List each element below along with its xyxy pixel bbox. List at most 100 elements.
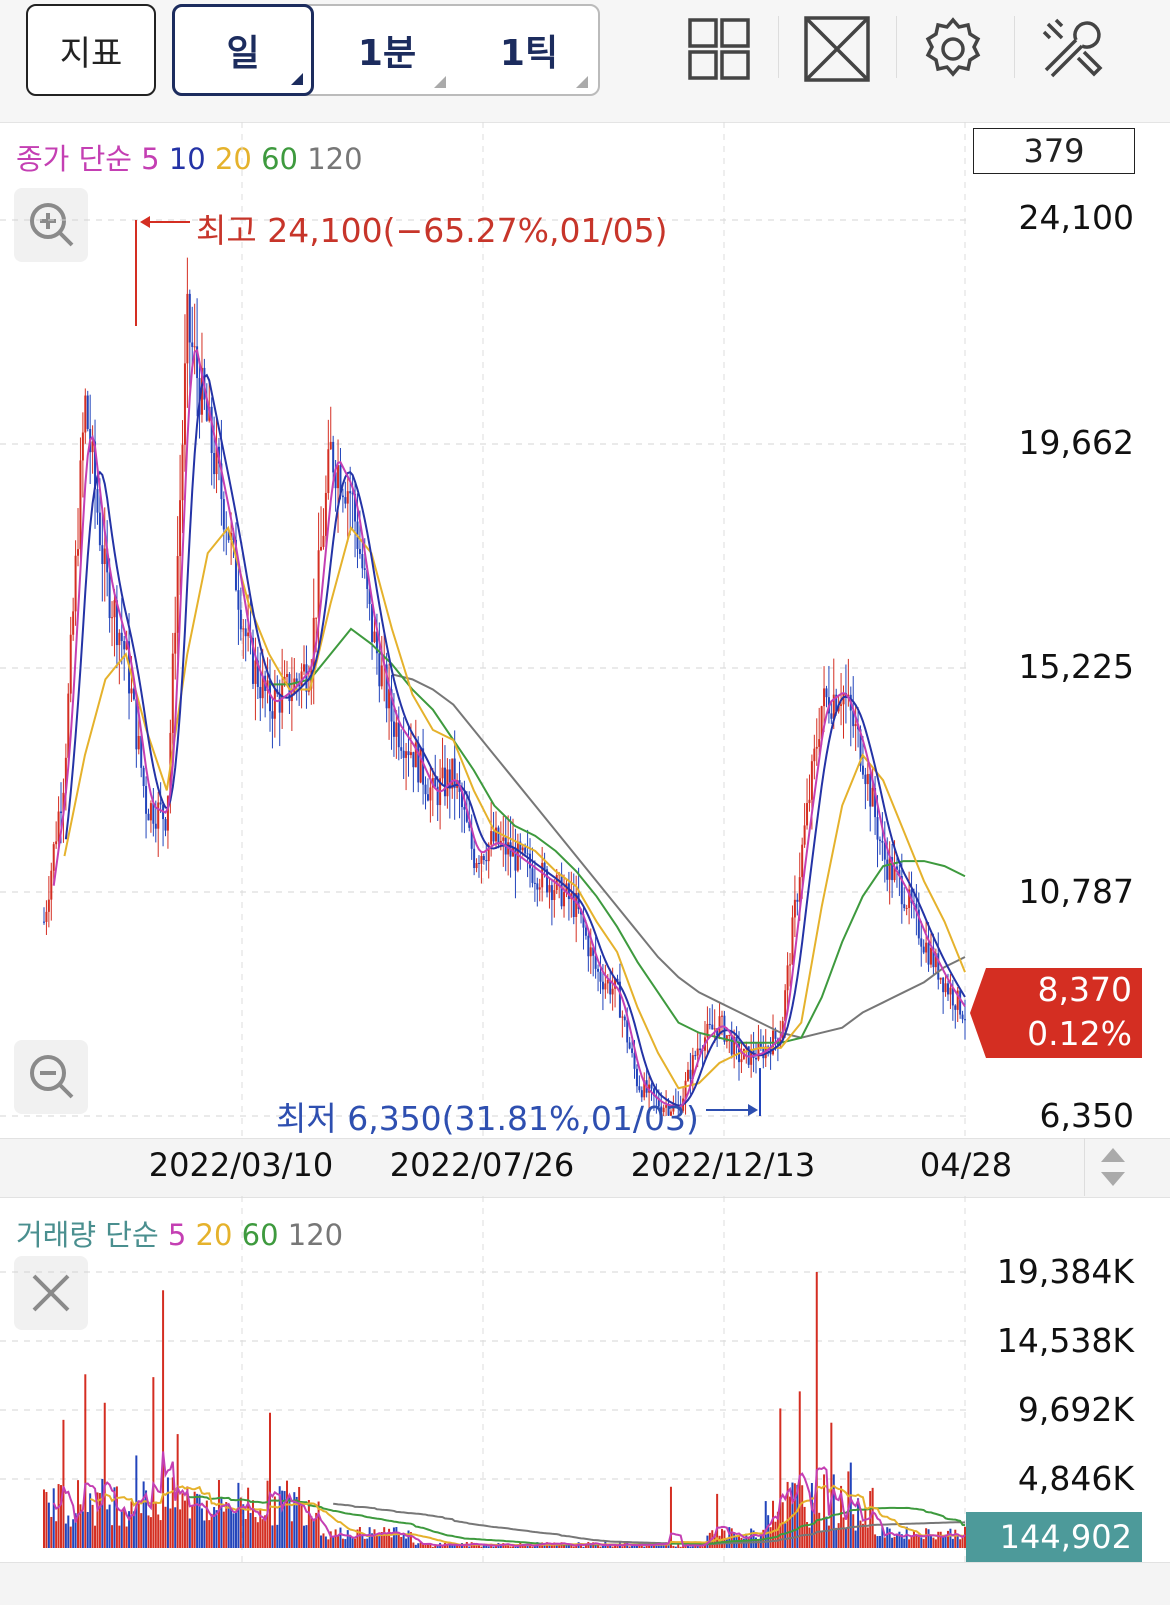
candle-body <box>470 827 473 849</box>
candle-body <box>594 955 597 969</box>
candle-body <box>72 611 75 635</box>
volume-bar <box>373 1529 376 1548</box>
volume-bar <box>200 1508 203 1548</box>
volume-bar <box>334 1529 337 1548</box>
candle-body <box>380 665 383 687</box>
candle-body <box>713 1028 716 1030</box>
candle-body <box>711 1024 714 1030</box>
candle-body <box>332 441 335 473</box>
volume-bar <box>881 1526 884 1548</box>
candle-body <box>261 675 264 699</box>
period-1min-button[interactable]: 1분 <box>318 4 456 96</box>
candle-body <box>52 844 55 871</box>
volume-bar <box>852 1514 855 1548</box>
candle-body <box>244 628 247 637</box>
candle-body <box>548 885 551 893</box>
candle-body <box>147 813 150 821</box>
volume-bar <box>446 1544 449 1548</box>
volume-bar <box>183 1500 186 1548</box>
volume-bar <box>482 1543 485 1548</box>
volume-bar <box>317 1501 320 1548</box>
candle-body <box>929 947 932 965</box>
zoom-out-icon <box>30 1055 74 1099</box>
candle-body <box>626 1020 629 1043</box>
volume-bar <box>64 1523 67 1548</box>
volume-bar <box>886 1527 889 1548</box>
candle-body <box>451 758 454 789</box>
period-1tick-button[interactable]: 1틱 <box>460 4 598 96</box>
volume-bar <box>268 1412 271 1548</box>
candle-body <box>691 1055 694 1079</box>
volume-bar <box>249 1512 252 1548</box>
candle-body <box>888 857 891 880</box>
candle-body <box>623 1016 626 1021</box>
indicator-button[interactable]: 지표 <box>26 4 156 96</box>
candle-body <box>563 892 566 907</box>
period-day-label: 일 <box>226 33 260 74</box>
fullscreen-icon[interactable] <box>802 14 872 84</box>
candle-body <box>514 847 517 871</box>
candle-body <box>259 686 262 699</box>
zoom-in-button[interactable] <box>14 188 88 262</box>
candle-body <box>120 632 123 642</box>
volume-bar <box>866 1527 869 1548</box>
candle-body <box>402 750 405 758</box>
candle-body <box>91 441 94 453</box>
price-chart[interactable] <box>0 122 970 1138</box>
close-volume-panel-button[interactable] <box>14 1256 88 1330</box>
volume-bar <box>514 1546 517 1548</box>
ma-20-legend: 20 <box>214 142 252 176</box>
candle-body <box>346 491 349 504</box>
volume-bar <box>346 1530 349 1548</box>
candle-body <box>412 752 415 768</box>
candle-body <box>614 978 617 989</box>
volume-bar <box>716 1493 719 1548</box>
candle-body <box>669 1111 672 1116</box>
volume-bar <box>307 1499 310 1548</box>
period-day-button[interactable]: 일 <box>172 4 314 96</box>
settings-gear-icon[interactable] <box>918 14 988 84</box>
volume-bar <box>203 1520 206 1548</box>
candle-body <box>609 979 612 995</box>
candle-body <box>213 453 216 475</box>
volume-bar <box>256 1522 259 1548</box>
candle-body <box>810 761 813 800</box>
tools-icon[interactable] <box>1038 14 1108 84</box>
bar-count-box[interactable]: 379 <box>973 128 1135 174</box>
candle-body <box>385 664 388 709</box>
candle-body <box>793 899 796 918</box>
candle-body <box>757 1043 760 1060</box>
grid-layout-icon[interactable] <box>684 14 754 84</box>
volume-bar <box>300 1504 303 1548</box>
date-axis-label: 04/28 <box>919 1146 1013 1184</box>
date-axis-bar <box>0 1138 1170 1198</box>
candle-body <box>371 604 374 642</box>
volume-bar <box>91 1504 94 1548</box>
candle-body <box>735 1036 738 1043</box>
candle-body <box>635 1068 638 1087</box>
volume-bar <box>922 1539 925 1548</box>
candle-body <box>718 1016 721 1036</box>
volume-bar <box>50 1516 53 1548</box>
candle-body <box>662 1107 665 1113</box>
panel-resize-handle[interactable] <box>1084 1138 1141 1196</box>
volume-bar <box>606 1544 609 1548</box>
volume-bar <box>125 1526 128 1548</box>
volume-bar <box>832 1474 835 1548</box>
volume-bar <box>774 1521 777 1548</box>
candle-body <box>638 1086 641 1091</box>
zoom-out-button[interactable] <box>14 1040 88 1114</box>
volume-bar <box>818 1512 821 1548</box>
vol-ma-120-line <box>333 1502 966 1546</box>
candle-body <box>689 1069 692 1079</box>
volume-bar <box>424 1543 427 1548</box>
volume-bar <box>937 1531 940 1548</box>
candle-body <box>497 827 500 845</box>
candle-body <box>344 497 347 504</box>
candle-body <box>883 842 886 860</box>
volume-bar <box>237 1482 240 1548</box>
volume-bar <box>397 1534 400 1548</box>
volume-chart[interactable] <box>0 1196 970 1604</box>
candle-body <box>939 977 942 980</box>
candle-body <box>293 678 296 694</box>
